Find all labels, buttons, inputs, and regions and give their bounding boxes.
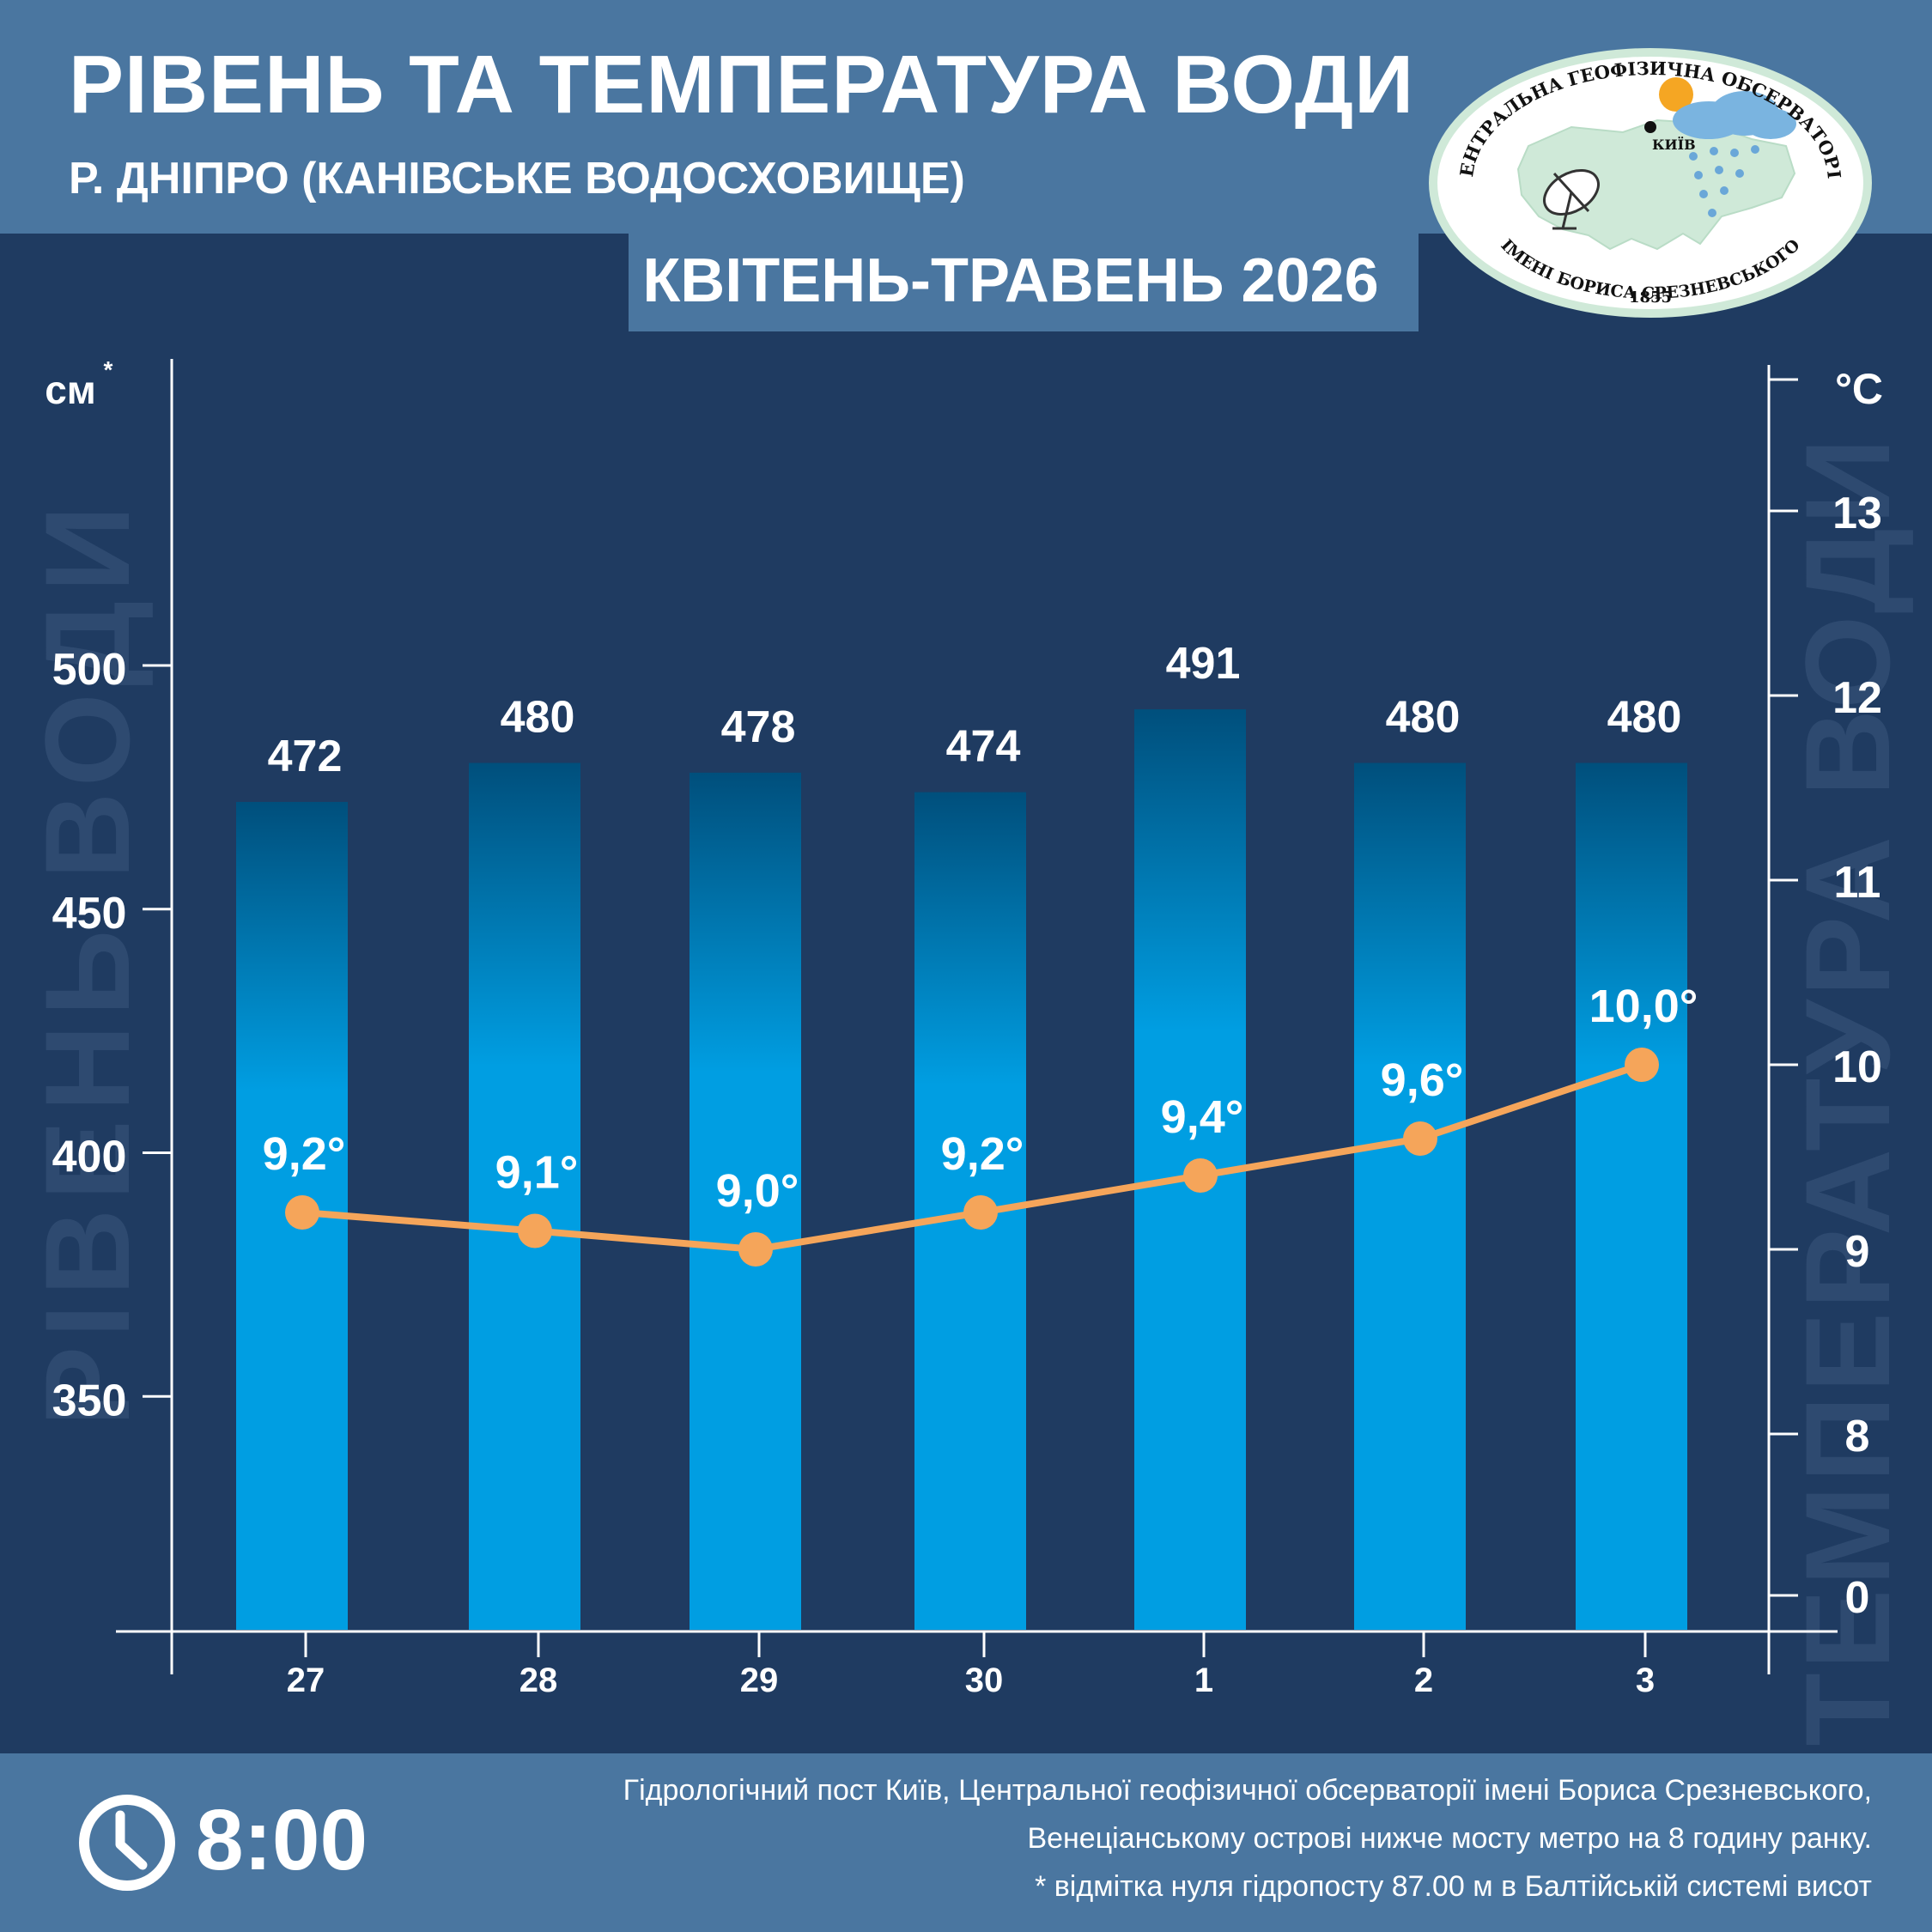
- right-axis-tick-label: 0: [1845, 1573, 1870, 1623]
- water-level-bar: [469, 762, 580, 1630]
- temperature-value-label: 9,0°: [716, 1165, 799, 1217]
- labels: 472 480 478 474 491 480 480 9,2° 9,1° 9,0° 9,2° 9,4…: [263, 639, 1698, 1217]
- x-axis-tick-label: 1: [1194, 1662, 1213, 1699]
- temperature-value-label: 10,0°: [1589, 981, 1698, 1032]
- observatory-logo: КИЇВ ЦЕНТРАЛЬНА ГЕОФІЗИЧНА ОБСЕРВАТОРІЯ …: [1425, 45, 1872, 318]
- x-axis-tick-label: 2: [1414, 1662, 1433, 1699]
- bar-value-label: 478: [721, 702, 796, 752]
- bar-value-label: 480: [1386, 693, 1461, 743]
- right-axis-unit: °C: [1835, 365, 1883, 413]
- bar-value-label: 474: [946, 722, 1021, 772]
- left-axis-tick-label: 350: [52, 1376, 127, 1425]
- temperature-value-label: 9,2°: [263, 1128, 346, 1180]
- left-axis-watermark: РІВЕНЬ ВОДИ: [20, 497, 155, 1426]
- period-banner: КВІТЕНЬ-ТРАВЕНЬ 2026: [629, 234, 1419, 331]
- temperature-point: [285, 1195, 319, 1230]
- temperature-value-label: 9,6°: [1381, 1054, 1464, 1106]
- left-axis-tick-label: 500: [52, 645, 127, 695]
- temperature-value-label: 9,4°: [1161, 1091, 1244, 1143]
- right-axis-watermark: ТЕМПЕРАТУРА ВОДИ: [1780, 434, 1915, 1746]
- right-axis-tick-label: 10: [1832, 1042, 1882, 1092]
- bar-value-label: 480: [1607, 693, 1682, 743]
- x-axis-tick-label: 27: [287, 1662, 325, 1699]
- bar-value-label: 480: [501, 693, 575, 743]
- chart: РІВЕНЬ ВОДИ ТЕМПЕРАТУРА ВОДИ 350 400 450 50…: [20, 356, 1915, 1747]
- right-axis-tick-label: 9: [1845, 1227, 1870, 1277]
- left-axis-unit-mark: *: [104, 356, 113, 383]
- x-axis-tick-label: 28: [519, 1662, 558, 1699]
- water-level-bar: [1354, 762, 1466, 1630]
- x-axis-tick-label: 3: [1636, 1662, 1655, 1699]
- clock-icon: [79, 1795, 175, 1891]
- kyiv-marker-icon: [1644, 121, 1656, 133]
- period-label: КВІТЕНЬ-ТРАВЕНЬ 2026: [642, 246, 1379, 315]
- right-axis-tick-label: 13: [1832, 489, 1882, 538]
- right-axis-tick-label: 12: [1832, 673, 1882, 723]
- temperature-point: [1403, 1121, 1437, 1156]
- left-axis-tick-label: 400: [52, 1133, 127, 1182]
- water-level-bar: [1576, 762, 1687, 1630]
- footer-note: Гідрологічний пост Київ, Центральної гео…: [623, 1774, 1872, 1807]
- temperature-point: [963, 1195, 998, 1230]
- page-subtitle: Р. ДНІПРО (КАНІВСЬКЕ ВОДОСХОВИЩЕ): [69, 154, 965, 204]
- satellite-dish-icon: [1543, 168, 1600, 230]
- temperature-point: [738, 1232, 773, 1267]
- left-axis-unit: см: [45, 368, 96, 412]
- bar-value-label: 491: [1166, 639, 1241, 689]
- page-title: РІВЕНЬ ТА ТЕМПЕРАТУРА ВОДИ: [69, 39, 1415, 131]
- temperature-value-label: 9,1°: [495, 1147, 579, 1199]
- temperature-value-label: 9,2°: [941, 1128, 1024, 1180]
- footer-banner: 8:00 Гідрологічний пост Київ, Центрально…: [0, 1753, 1932, 1932]
- x-axis-tick-label: 30: [965, 1662, 1004, 1699]
- sun-icon: [1659, 77, 1693, 112]
- temperature-line: [285, 1048, 1659, 1267]
- x-axis-tick-label: 29: [740, 1662, 779, 1699]
- footer-note: * відмітка нуля гідропосту 87.00 м в Бал…: [1035, 1870, 1872, 1903]
- right-axis-tick-label: 8: [1845, 1412, 1870, 1461]
- footer-note: Венеціанському острові нижче мосту метро…: [1027, 1822, 1872, 1855]
- observation-time: 8:00: [196, 1792, 368, 1888]
- water-level-bar: [690, 772, 801, 1630]
- rain-cloud-icon: [1673, 91, 1796, 217]
- temperature-point: [518, 1213, 552, 1249]
- left-axis-tick-label: 450: [52, 889, 127, 939]
- logo-year: 1855: [1629, 289, 1672, 307]
- bar-value-label: 472: [268, 732, 343, 781]
- temperature-point: [1625, 1048, 1659, 1082]
- logo-city: КИЇВ: [1652, 136, 1696, 153]
- temperature-point: [1183, 1158, 1218, 1193]
- right-axis-tick-label: 11: [1834, 858, 1881, 908]
